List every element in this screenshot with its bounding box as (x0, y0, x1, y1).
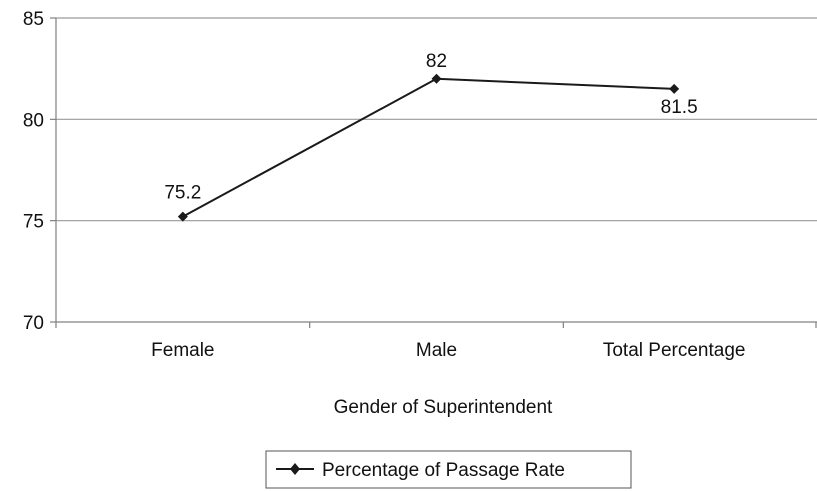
y-tick-label-80: 80 (23, 110, 44, 131)
data-labels: 75.2 82 81.5 (164, 51, 697, 204)
y-tick-label-75: 75 (23, 212, 44, 233)
data-point-female (177, 211, 188, 222)
y-tick-labels: 70 75 80 85 (23, 9, 44, 334)
legend-label: Percentage of Passage Rate (322, 460, 565, 481)
x-tick-labels: Female Male Total Percentage (151, 340, 745, 361)
y-tick-label-70: 70 (23, 313, 44, 334)
series-line-0 (182, 77, 675, 218)
data-point-total-percentage (669, 83, 680, 94)
x-tick-label-total-percentage: Total Percentage (603, 340, 746, 361)
data-point-male (431, 73, 442, 84)
data-label-total-percentage: 81.5 (661, 97, 698, 118)
x-tick-label-female: Female (151, 340, 214, 361)
data-label-male: 82 (426, 51, 447, 72)
legend: Percentage of Passage Rate (265, 450, 632, 489)
y-tick-label-85: 85 (23, 9, 44, 30)
data-label-female: 75.2 (164, 183, 201, 204)
axes (50, 17, 817, 328)
x-axis-title: Gender of Superintendent (334, 397, 553, 418)
x-tick-label-male: Male (416, 340, 457, 361)
legend-marker-swatch (290, 463, 300, 475)
legend-box (265, 450, 632, 489)
series-group (177, 73, 680, 222)
